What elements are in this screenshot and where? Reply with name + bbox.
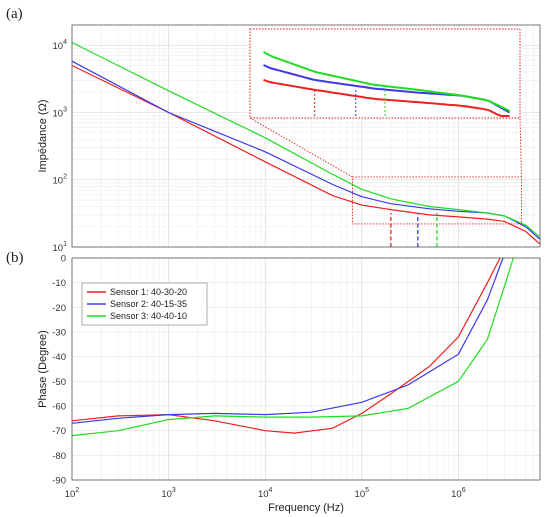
impedance-line-sensor-1 [71, 64, 541, 245]
impedance-line-sensor-3 [71, 41, 541, 238]
phase-x-tick-exponent: 5 [365, 487, 369, 494]
phase-x-axis-label: Frequency (Hz) [268, 502, 344, 514]
panel-a-label: (a) [6, 6, 23, 22]
phase-y-tick: 0 [61, 254, 66, 265]
zoom-connector-right [519, 117, 522, 177]
phase-x-tick-base: 10 [65, 489, 76, 500]
phase-y-tick: -50 [52, 377, 66, 388]
inset-line-sensor-3 [263, 51, 511, 112]
impedance-y-tick-base: 10 [53, 176, 64, 187]
impedance-markers [390, 213, 438, 247]
phase-chart: 0-10-20-30-40-50-60-70-80-90 102 103 104 10… [37, 254, 541, 514]
phase-line-sensor-3 [71, 257, 514, 437]
phase-x-tick-exponent: 3 [172, 487, 176, 494]
phase-y-axis-label: Phase (Degree) [37, 330, 49, 408]
phase-x-tick-base: 10 [258, 489, 269, 500]
phase-y-tick: -40 [52, 352, 66, 363]
impedance-y-tick: 104 [53, 39, 68, 52]
phase-x-tick: 105 [355, 487, 370, 500]
phase-y-tick: -10 [52, 278, 66, 289]
impedance-y-tick-base: 10 [53, 41, 64, 52]
phase-x-tick: 102 [65, 487, 80, 500]
legend-label-sensor-2: Sensor 2: 40-15-35 [110, 299, 187, 309]
legend-label-sensor-3: Sensor 3: 40-40-10 [110, 311, 187, 321]
impedance-y-tick: 102 [53, 174, 68, 187]
impedance-y-tick: 101 [53, 241, 68, 254]
phase-x-tick-exponent: 2 [75, 487, 79, 494]
phase-x-tick: 104 [258, 487, 273, 500]
phase-y-ticks: 0 -10 -20 -30 -40 -50 -60 -70 -80 -90 [52, 254, 66, 487]
impedance-y-tick-exponent: 2 [63, 174, 67, 181]
impedance-series [71, 41, 541, 245]
impedance-y-tick-exponent: 4 [63, 39, 67, 46]
phase-x-tick: 103 [161, 487, 176, 500]
impedance-y-tick-base: 10 [53, 243, 64, 254]
inset-line-sensor-1 [263, 78, 510, 117]
phase-x-tick: 106 [451, 487, 466, 500]
phase-y-tick: -60 [52, 402, 66, 413]
phase-x-tick-exponent: 6 [462, 487, 466, 494]
legend-label-sensor-1: Sensor 1: 40-30-20 [110, 287, 187, 297]
phase-x-tick-base: 10 [161, 489, 172, 500]
phase-y-tick: -70 [52, 426, 66, 437]
zoom-source-box [351, 176, 522, 225]
phase-y-tick: -80 [52, 451, 66, 462]
phase-line-sensor-2 [71, 257, 504, 424]
phase-x-ticks: 102 103 104 105 106 [65, 487, 466, 500]
phase-series [71, 257, 514, 437]
phase-y-tick: -90 [52, 476, 66, 487]
phase-x-tick-base: 10 [451, 489, 462, 500]
phase-x-tick-base: 10 [355, 489, 366, 500]
legend: Sensor 1: 40-30-20 Sensor 2: 40-15-35 Sens… [81, 282, 208, 326]
zoom-inset-series [263, 51, 511, 117]
impedance-y-tick-exponent: 1 [63, 241, 67, 248]
phase-x-tick-exponent: 4 [269, 487, 273, 494]
phase-y-tick: -20 [52, 303, 66, 314]
phase-y-tick: -30 [52, 328, 66, 339]
impedance-y-axis-label: Impédance (Ω) [37, 99, 49, 172]
zoom-region [249, 28, 522, 225]
impedance-y-tick: 103 [53, 106, 68, 119]
impedance-y-tick-base: 10 [53, 108, 64, 119]
impedance-plot-frame [71, 24, 541, 248]
panel-b-label: (b) [6, 250, 24, 266]
impedance-y-tick-exponent: 3 [63, 106, 67, 113]
phase-plot-frame [71, 257, 541, 481]
